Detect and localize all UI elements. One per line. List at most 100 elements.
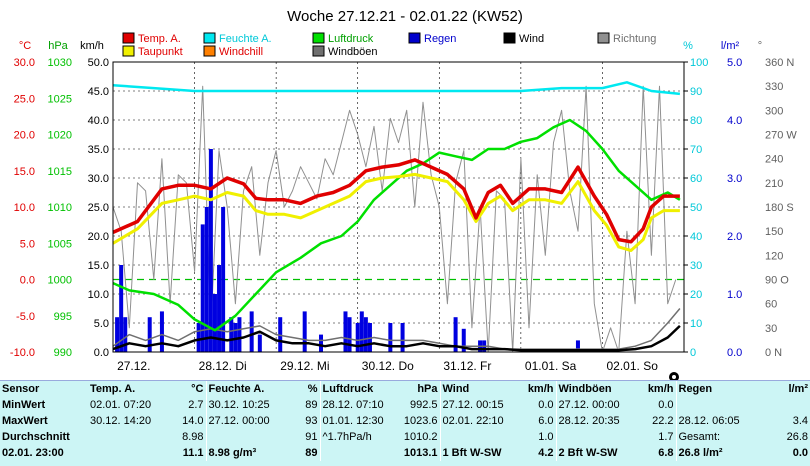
tick-label-humidity: 70 — [690, 144, 702, 156]
stats-cell: km/h — [527, 383, 554, 395]
tick-label-rain: 2.0 — [727, 231, 742, 243]
chart-title: Woche 27.12.21 - 02.01.22 (KW52) — [287, 8, 523, 25]
stats-cell: 1013.1 — [403, 447, 438, 459]
tick-label-wind: 40.0 — [88, 115, 109, 127]
tick-label-pressure: 1020 — [48, 130, 72, 142]
tick-label-direction: 240 — [765, 154, 783, 166]
rain-bar — [575, 340, 580, 352]
stats-cell: 1023.6 — [403, 415, 438, 427]
stats-cell: 26.8 l/m² — [675, 445, 760, 461]
axis-unit-pressure: hPa — [48, 40, 68, 52]
stats-cell: 01.01. 12:30 — [319, 413, 400, 429]
stats-cell — [88, 429, 168, 445]
tick-label-temp: 15.0 — [14, 166, 35, 178]
stats-cell: 89 — [305, 399, 318, 411]
legend-label-gusts: Windböen — [328, 46, 378, 58]
legend-swatch-windchill — [203, 45, 216, 57]
stats-cell: km/h — [647, 383, 674, 395]
series-line-direction — [112, 85, 677, 353]
stats-cell: MinWert — [2, 399, 46, 411]
rain-bar — [347, 317, 352, 352]
legend-swatch-dewpoint — [122, 45, 135, 57]
stats-cell: 27.12. 00:00 — [205, 413, 284, 429]
tick-label-humidity: 100 — [690, 57, 708, 69]
tick-label-rain: 3.0 — [727, 173, 742, 185]
rain-bar — [159, 311, 164, 352]
stats-cell: 02.01. 22:10 — [439, 413, 518, 429]
stats-cell: 3.4 — [792, 415, 808, 427]
stats-cell: Durchschnitt — [2, 431, 70, 443]
rain-bar — [388, 323, 393, 352]
series-line-wind — [112, 324, 681, 352]
stats-cell: Gesamt: — [675, 429, 760, 445]
rain-bar — [302, 311, 307, 352]
stats-cell — [675, 397, 760, 413]
rain-bar — [123, 317, 128, 352]
rain-bar — [147, 317, 152, 352]
axis-unit-temp: °C — [19, 40, 31, 52]
stats-cell: 26.8 — [786, 431, 808, 443]
stats-cell — [205, 429, 284, 445]
tick-label-humidity: 90 — [690, 86, 702, 98]
stats-cell: Sensor — [2, 383, 40, 395]
legend-swatch-temp — [122, 32, 135, 44]
tick-label-x: 02.01. So — [607, 359, 659, 373]
tick-label-rain: 5.0 — [727, 57, 742, 69]
stats-cell: Windböen — [555, 381, 640, 397]
rain-bar — [212, 294, 217, 352]
stats-cell: 992.5 — [409, 399, 438, 411]
stats-cell: ^1.7hPa/h — [319, 429, 400, 445]
stats-row: MaxWert 30.12. 14:20 14.0 27.12. 00:00 93 01.… — [0, 413, 810, 429]
legend-swatch-direction — [597, 32, 610, 44]
statistics-panel: Sensor Temp. A. °C Feuchte A.% Luftdruck hPa W… — [0, 380, 810, 466]
stats-cell: 2.7 — [188, 399, 204, 411]
stats-cell: Temp. A. — [90, 383, 136, 395]
rain-bar — [257, 334, 262, 352]
stats-cell: 28.12. 07:10 — [319, 397, 400, 413]
stats-cell: 02.01. 23:00 — [2, 447, 64, 459]
legend-label-dewpoint: Taupunkt — [138, 46, 183, 58]
tick-label-humidity: 80 — [690, 115, 702, 127]
tick-label-wind: 25.0 — [88, 202, 109, 214]
rain-bar — [233, 323, 238, 352]
stats-cell: 2 Bft W-SW — [555, 445, 640, 461]
tick-label-x: 30.12. Do — [362, 359, 414, 373]
tick-label-pressure: 1010 — [48, 202, 72, 214]
axis-unit-rain: l/m² — [721, 40, 740, 52]
axes: 30.025.020.015.010.05.00.0-5.0-10.010301… — [10, 57, 797, 380]
stats-cell: 28.12. 06:05 — [675, 413, 760, 429]
legend-swatch-humidity — [203, 32, 216, 44]
tick-label-wind: 10.0 — [88, 289, 109, 301]
legend-label-direction: Richtung — [613, 33, 656, 45]
tick-label-pressure: 1025 — [48, 93, 72, 105]
stats-cell: °C — [191, 383, 204, 395]
tick-label-pressure: 990 — [54, 347, 72, 359]
rain-bar — [221, 207, 226, 352]
statistics-table: Sensor Temp. A. °C Feuchte A.% Luftdruck hPa W… — [0, 381, 810, 461]
tick-label-direction: 150 — [765, 226, 783, 238]
series-line-pressure — [112, 118, 681, 332]
stats-cell: 11.1 — [182, 447, 204, 459]
tick-label-wind: 35.0 — [88, 144, 109, 156]
tick-label-temp: 5.0 — [20, 238, 35, 250]
stats-cell: Luftdruck — [319, 381, 400, 397]
tick-label-wind: 45.0 — [88, 86, 109, 98]
legend-label-humidity: Feuchte A. — [219, 33, 272, 45]
rain-bar — [343, 311, 348, 352]
rain-bar — [200, 224, 205, 352]
legend-label-windchill: Windchill — [219, 46, 263, 58]
tick-label-wind: 15.0 — [88, 260, 109, 272]
tick-label-wind: 5.0 — [94, 318, 109, 330]
tick-label-rain: 0.0 — [727, 347, 742, 359]
tick-label-wind: 20.0 — [88, 231, 109, 243]
legend: Temp. A. Taupunkt Feuchte A. Windchill L… — [122, 32, 656, 58]
rain-bar — [363, 317, 368, 352]
stats-cell: 6.0 — [538, 415, 554, 427]
tick-label-x: 01.01. Sa — [525, 359, 577, 373]
legend-swatch-pressure — [312, 32, 325, 44]
tick-label-wind: 0.0 — [94, 347, 109, 359]
tick-label-direction: 330 — [765, 81, 783, 93]
tick-label-direction: 30 — [765, 323, 777, 335]
tick-label-temp: -10.0 — [10, 347, 35, 359]
tick-label-direction: 360 N — [765, 57, 794, 69]
